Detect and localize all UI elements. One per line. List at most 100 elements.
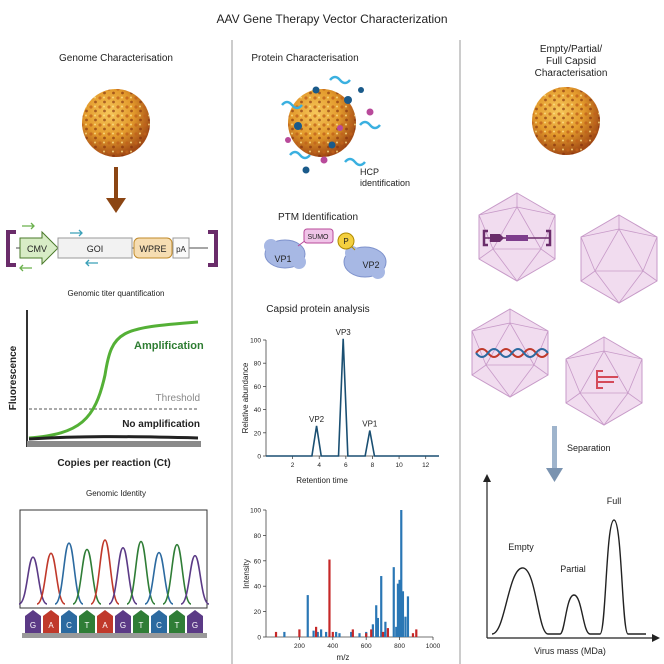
ms-bar — [315, 626, 318, 637]
chromatogram-frame — [19, 509, 208, 609]
down-arrow-icon — [106, 167, 126, 213]
separation-label: Separation — [567, 443, 611, 453]
lc-x-tick-label: 8 — [371, 462, 375, 469]
capsid-virion-icon — [532, 87, 600, 155]
base-call-tag — [43, 610, 59, 633]
chromatogram-peak — [90, 539, 120, 605]
chromatogram-peak — [108, 547, 138, 605]
qpcr-no-amplification-label: No amplification — [122, 419, 200, 430]
hcp-label-1: HCP — [360, 167, 379, 177]
capsid-protein-heading: Capsid protein analysis — [266, 304, 369, 315]
ms-bar — [370, 629, 373, 637]
ms-bar — [298, 629, 301, 637]
ms-y-tick-label: 100 — [250, 508, 261, 515]
ms-chart: 200 400 600 800 1000 0 20 40 60 80 100 Intensity m… — [242, 508, 441, 663]
qpcr-no-amplification-curve — [28, 435, 199, 441]
sumo-tag — [303, 228, 334, 244]
base-call-tag — [151, 610, 167, 633]
ms-bar — [335, 631, 338, 637]
separation-arrow-icon — [546, 426, 563, 482]
qpcr-threshold-label: Threshold — [156, 393, 200, 404]
ms-y-tick-label: 80 — [254, 533, 262, 540]
ms-bar — [371, 624, 374, 637]
ms-bar — [350, 631, 353, 637]
genome-heading: Genome Characterisation — [59, 53, 173, 64]
base-call-letter: C — [66, 621, 72, 630]
primer-arrows-icon — [19, 222, 98, 272]
ms-bar — [306, 595, 309, 637]
ms-x-tick-label: 800 — [394, 643, 405, 650]
identity-caption: Genomic Identity — [86, 489, 146, 498]
chromatogram-peak — [72, 548, 102, 605]
ms-bar — [375, 605, 378, 637]
ms-bar — [320, 629, 323, 637]
ms-bar — [401, 591, 405, 637]
lc-peak-label: VP2 — [309, 415, 325, 424]
ms-bar — [380, 576, 383, 637]
base-call-tag — [61, 610, 77, 633]
ms-bar — [386, 628, 390, 637]
goi-block — [57, 237, 133, 259]
mass-peak-full-label: Full — [607, 496, 622, 506]
mass-x-label: Virus mass (MDa) — [534, 646, 606, 656]
capsid-heading-line-2: Full Capsid — [546, 56, 596, 67]
qpcr-x-axis — [27, 441, 201, 447]
mass-peak-partial-label: Partial — [560, 564, 586, 574]
ms-bar — [396, 583, 400, 637]
ms-x-tick-label: 1000 — [426, 643, 441, 650]
ms-bar — [411, 633, 415, 637]
ms-bar — [351, 629, 354, 637]
ms-y-tick-label: 60 — [254, 558, 262, 565]
base-call-tag — [97, 610, 113, 633]
phospho-label: P — [343, 237, 348, 246]
ms-bar — [328, 559, 331, 637]
ms-bar — [365, 633, 368, 637]
base-call-tag — [133, 610, 149, 633]
ms-bar — [415, 629, 418, 637]
lc-y-label: Relative abundance — [241, 362, 250, 433]
base-call-letter: G — [120, 621, 126, 630]
ms-bar — [376, 617, 379, 637]
ms-bar — [398, 579, 401, 637]
base-call-tag — [169, 610, 185, 633]
chromatogram-peak — [18, 556, 48, 605]
ms-x-tick-label: 200 — [294, 643, 305, 650]
lc-x-tick-label: 2 — [291, 462, 295, 469]
capsid-genome-capsid-icon — [478, 192, 556, 282]
ptm-vp1-label: VP1 — [274, 254, 291, 264]
partial-capsid-icon — [565, 336, 643, 426]
lc-y-tick-label: 40 — [254, 407, 262, 414]
lc-trace — [266, 338, 439, 457]
phospho-tag-icon — [337, 232, 355, 250]
ms-bar — [392, 567, 395, 637]
lc-peak-label: VP1 — [362, 419, 378, 428]
chromatogram-peaks — [18, 539, 210, 605]
ms-bar — [316, 631, 319, 637]
ms-bars — [274, 510, 418, 637]
lc-x-tick-label: 6 — [344, 462, 348, 469]
base-call-letter: G — [192, 621, 198, 630]
ms-bar — [331, 631, 334, 637]
goi-label: GOI — [87, 244, 104, 254]
ms-bar — [404, 616, 407, 637]
qpcr-amplification-label: Amplification — [134, 340, 204, 352]
ms-y-tick-label: 40 — [254, 584, 262, 591]
base-call-letter: T — [139, 621, 144, 630]
sumo-label: SUMO — [308, 234, 330, 241]
vector-construct: CMV GOI WPRE pA — [6, 222, 218, 272]
dna-capsid-icon — [471, 308, 549, 398]
pa-block — [172, 237, 190, 259]
mass-separation-chart: Empty Partial Full Virus mass (MDa) — [483, 474, 660, 656]
ms-bar — [325, 631, 328, 637]
ms-bar — [400, 510, 403, 637]
ms-bar — [358, 633, 361, 637]
qpcr-y-label: Fluorescence — [8, 345, 19, 410]
chromatogram-peak — [162, 543, 192, 605]
qpcr-x-label: Copies per reaction (Ct) — [57, 458, 170, 469]
lc-y-tick-label: 100 — [250, 338, 261, 345]
base-call-letter: A — [48, 621, 54, 630]
lc-x-tick-label: 4 — [317, 462, 321, 469]
